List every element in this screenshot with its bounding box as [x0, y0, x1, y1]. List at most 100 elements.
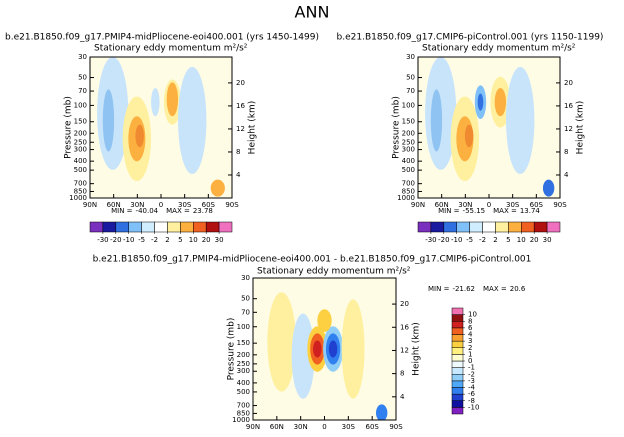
y2-tick-label: 12 [400, 346, 409, 354]
x-tick-label: 30S [178, 201, 192, 209]
y-tick-label: 250 [74, 138, 87, 146]
y-tick-label: 400 [237, 379, 250, 387]
contour-region [464, 124, 474, 148]
y-tick-label: 30 [241, 274, 250, 282]
colorbar-box [451, 327, 464, 335]
panel-subtitle: Stationary eddy momentum m²/s² [94, 44, 248, 54]
y-tick-label: 30 [78, 53, 87, 61]
colorbar-label: 3 [468, 337, 472, 345]
colorbar-label: -30 [97, 236, 108, 244]
y-tick-label: 50 [78, 74, 87, 82]
colorbar-box [546, 221, 561, 233]
colorbar-box [495, 221, 509, 233]
contour-region [151, 88, 160, 117]
contour-region [135, 124, 144, 148]
colorbar-label: 30 [543, 236, 552, 244]
colorbar-box [154, 221, 168, 233]
y2-tick-label: 16 [236, 102, 245, 110]
colorbar-box [451, 367, 464, 375]
contour-region [267, 292, 296, 392]
contour-field [418, 57, 560, 198]
y-tick-label: 400 [74, 157, 87, 165]
y2-tick-label: 12 [564, 125, 573, 133]
panel-title: b.e21.B1850.f09_g17.CMIP6-piControl.001 … [337, 33, 604, 43]
y-tick-label: 100 [237, 323, 250, 331]
colorbar-box [451, 354, 464, 362]
colorbar-label: 5 [506, 236, 510, 244]
colorbar-label: 2 [165, 236, 169, 244]
contour-region [341, 299, 365, 399]
colorbar-label: 10 [468, 311, 477, 319]
y-tick-label: 700 [237, 402, 250, 410]
colorbar-label: 1 [468, 350, 472, 358]
y-tick-label: 70 [241, 308, 250, 316]
y-tick-label: 150 [237, 339, 250, 347]
max-value: 23.78 [193, 207, 213, 215]
contour-field [253, 278, 396, 420]
y-tick-label: 200 [402, 129, 415, 137]
y-tick-label: 70 [406, 87, 415, 95]
colorbar-box [89, 221, 104, 233]
y-tick-label: 50 [241, 295, 250, 303]
colorbar-label: -3 [468, 377, 475, 385]
y-tick-label: 700 [74, 180, 87, 188]
colorbar-box [482, 221, 496, 233]
colorbar-box [469, 221, 483, 233]
x-tick-label: 60S [530, 201, 544, 209]
y-tick-label: 200 [74, 129, 87, 137]
colorbar-label: 30 [215, 236, 224, 244]
min-label: MIN = [438, 207, 460, 215]
colorbar-label: 10 [517, 236, 526, 244]
colorbar-label: -10 [468, 403, 479, 411]
contour-region [166, 82, 179, 117]
contour-region [430, 89, 443, 152]
contour-region [317, 309, 332, 332]
x-tick-label: 30S [342, 423, 356, 431]
x-tick-label: 30N [294, 423, 308, 431]
colorbar-box [508, 221, 522, 233]
colorbar-box [451, 374, 464, 382]
colorbar-label: -2 [151, 236, 158, 244]
colorbar-box [180, 221, 194, 233]
contour-region [506, 66, 535, 175]
min-max-stats: MIN = -21.62 MAX = 20.6 [428, 285, 526, 293]
colorbar-label: 8 [468, 317, 472, 325]
x-tick-label: 60S [202, 201, 216, 209]
y-tick-label: 500 [74, 166, 87, 174]
colorbar-box [456, 221, 470, 233]
colorbar-label: -6 [468, 390, 476, 398]
contour-region [477, 93, 484, 111]
contour-region [328, 340, 338, 358]
colorbar-box [451, 307, 464, 315]
colorbar-box [205, 221, 220, 233]
y-tick-label: 150 [402, 118, 415, 126]
y-tick-label: 30 [406, 53, 415, 61]
x-tick-label: 60N [107, 201, 121, 209]
min-max-stats: MIN = -55.15 MAX = 13.74 [438, 207, 540, 215]
colorbar-box [451, 334, 464, 342]
colorbar-label: 0 [468, 357, 472, 365]
y-tick-label: 100 [74, 101, 87, 109]
y2-axis-label: Height (km) [412, 322, 422, 376]
colorbar-label: 6 [468, 324, 473, 332]
min-max-stats: MIN = -40.04 MAX = 23.78 [111, 207, 213, 215]
colorbar-label: -10 [123, 236, 134, 244]
y2-tick-label: 16 [400, 323, 409, 331]
y-tick-label: 700 [402, 180, 415, 188]
y2-axis-label: Height (km) [576, 101, 586, 155]
colorbar-box [451, 387, 464, 395]
y-tick-label: 1000 [69, 194, 87, 202]
colorbar-box [451, 347, 464, 355]
colorbar-box [193, 221, 207, 233]
y2-tick-label: 20 [564, 79, 573, 87]
x-tick-label: 0 [159, 201, 163, 209]
x-tick-label: 60N [435, 201, 449, 209]
y2-tick-label: 8 [400, 370, 404, 378]
y-tick-label: 50 [406, 74, 415, 82]
x-tick-label: 0 [487, 201, 491, 209]
contour-region [178, 66, 207, 175]
colorbar-box [141, 221, 155, 233]
y2-tick-label: 12 [236, 125, 245, 133]
colorbar-label: -2 [479, 236, 486, 244]
contour-region [210, 179, 225, 197]
